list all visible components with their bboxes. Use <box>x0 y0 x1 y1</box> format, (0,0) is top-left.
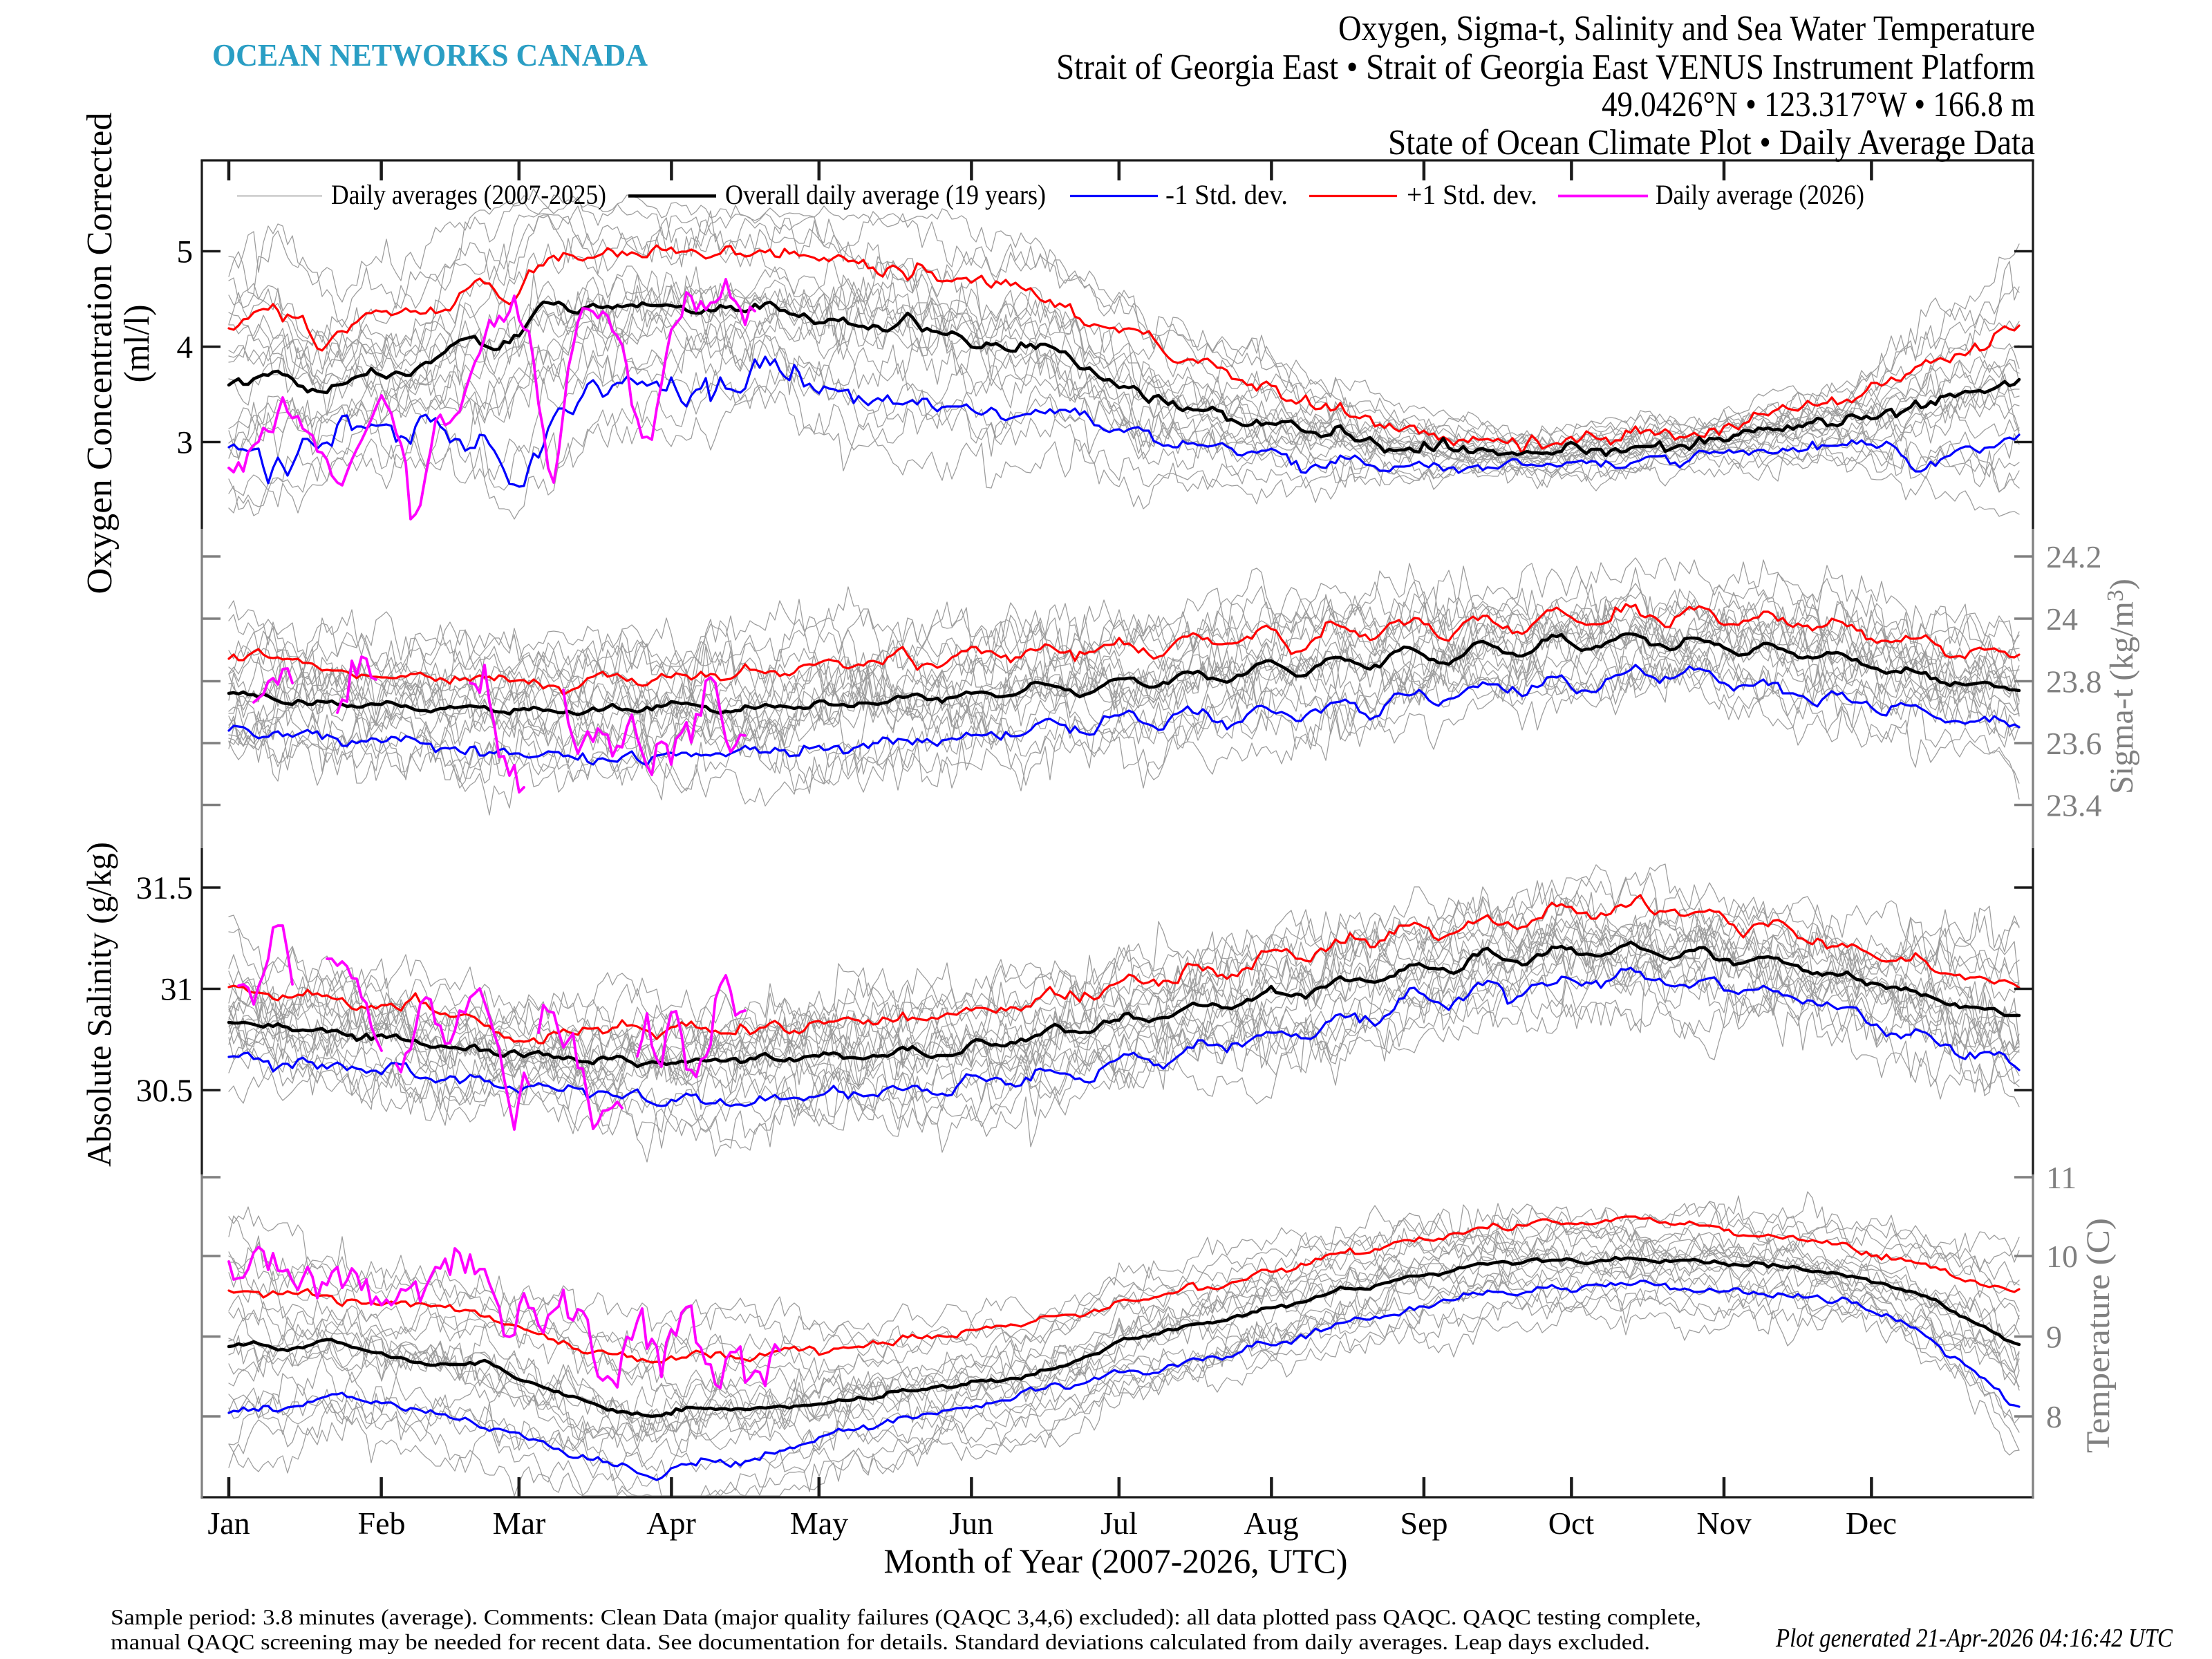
svg-text:5: 5 <box>177 234 194 270</box>
svg-text:31.5: 31.5 <box>136 870 193 906</box>
svg-text:Overall daily average (19 year: Overall daily average (19 years) <box>725 179 1046 210</box>
svg-text:23.8: 23.8 <box>2046 664 2102 700</box>
svg-text:manual QAQC screening may be n: manual QAQC screening may be needed for … <box>111 1629 1650 1654</box>
svg-text:Sample period: 3.8 minutes (av: Sample period: 3.8 minutes (average). Co… <box>111 1604 1701 1629</box>
svg-text:49.0426°N • 123.317°W • 166.8: 49.0426°N • 123.317°W • 166.8 m <box>1602 85 2035 124</box>
svg-text:23.6: 23.6 <box>2046 726 2102 761</box>
svg-text:23.4: 23.4 <box>2046 788 2102 823</box>
svg-text:Oxygen, Sigma-t, Salinity and: Oxygen, Sigma-t, Salinity and Sea Water … <box>1338 9 2035 48</box>
svg-text:Aug: Aug <box>1244 1506 1298 1541</box>
svg-text:Temperature (C): Temperature (C) <box>2080 1218 2117 1453</box>
svg-text:Jul: Jul <box>1100 1506 1138 1541</box>
svg-text:Jun: Jun <box>949 1506 993 1541</box>
svg-text:8: 8 <box>2046 1399 2062 1434</box>
svg-text:OCEAN NETWORKS CANADA: OCEAN NETWORKS CANADA <box>212 37 648 73</box>
svg-text:Feb: Feb <box>358 1506 406 1541</box>
svg-text:Sep: Sep <box>1400 1506 1448 1541</box>
svg-text:11: 11 <box>2046 1160 2077 1195</box>
svg-text:30.5: 30.5 <box>136 1073 193 1109</box>
svg-text:24.2: 24.2 <box>2046 539 2102 574</box>
svg-text:Apr: Apr <box>646 1506 696 1541</box>
svg-text:State of Ocean Climate Plot •: State of Ocean Climate Plot • Daily Aver… <box>1388 123 2035 162</box>
svg-text:Absolute Salinity (g/kg): Absolute Salinity (g/kg) <box>79 842 118 1167</box>
svg-text:10: 10 <box>2046 1239 2078 1274</box>
svg-text:(ml/l): (ml/l) <box>118 305 157 383</box>
svg-text:Oct: Oct <box>1548 1506 1595 1541</box>
svg-text:Month of Year (2007-2026, UTC): Month of Year (2007-2026, UTC) <box>884 1541 1348 1580</box>
svg-text:Oxygen Concentration Corrected: Oxygen Concentration Corrected <box>80 113 120 594</box>
svg-text:Daily average (2026): Daily average (2026) <box>1656 179 1864 210</box>
svg-text:4: 4 <box>177 330 194 366</box>
svg-text:Mar: Mar <box>493 1506 546 1541</box>
svg-text:Sigma-t (kg/m3): Sigma-t (kg/m3) <box>2103 579 2140 794</box>
svg-text:+1 Std. dev.: +1 Std. dev. <box>1407 179 1537 210</box>
svg-text:3: 3 <box>177 425 194 461</box>
svg-text:-1 Std. dev.: -1 Std. dev. <box>1165 179 1288 210</box>
svg-text:Dec: Dec <box>1846 1506 1897 1541</box>
svg-text:Strait of Georgia East • Strai: Strait of Georgia East • Strait of Georg… <box>1056 48 2035 87</box>
svg-text:31: 31 <box>160 972 193 1008</box>
svg-text:24: 24 <box>2046 601 2078 637</box>
svg-text:Jan: Jan <box>207 1506 250 1541</box>
svg-text:Plot generated 21-Apr-2026 04:: Plot generated 21-Apr-2026 04:16:42 UTC <box>1775 1624 2173 1653</box>
svg-text:Daily averages (2007-2025): Daily averages (2007-2025) <box>331 179 606 210</box>
svg-text:May: May <box>790 1506 848 1541</box>
svg-text:9: 9 <box>2046 1320 2062 1355</box>
svg-text:Nov: Nov <box>1696 1506 1751 1541</box>
